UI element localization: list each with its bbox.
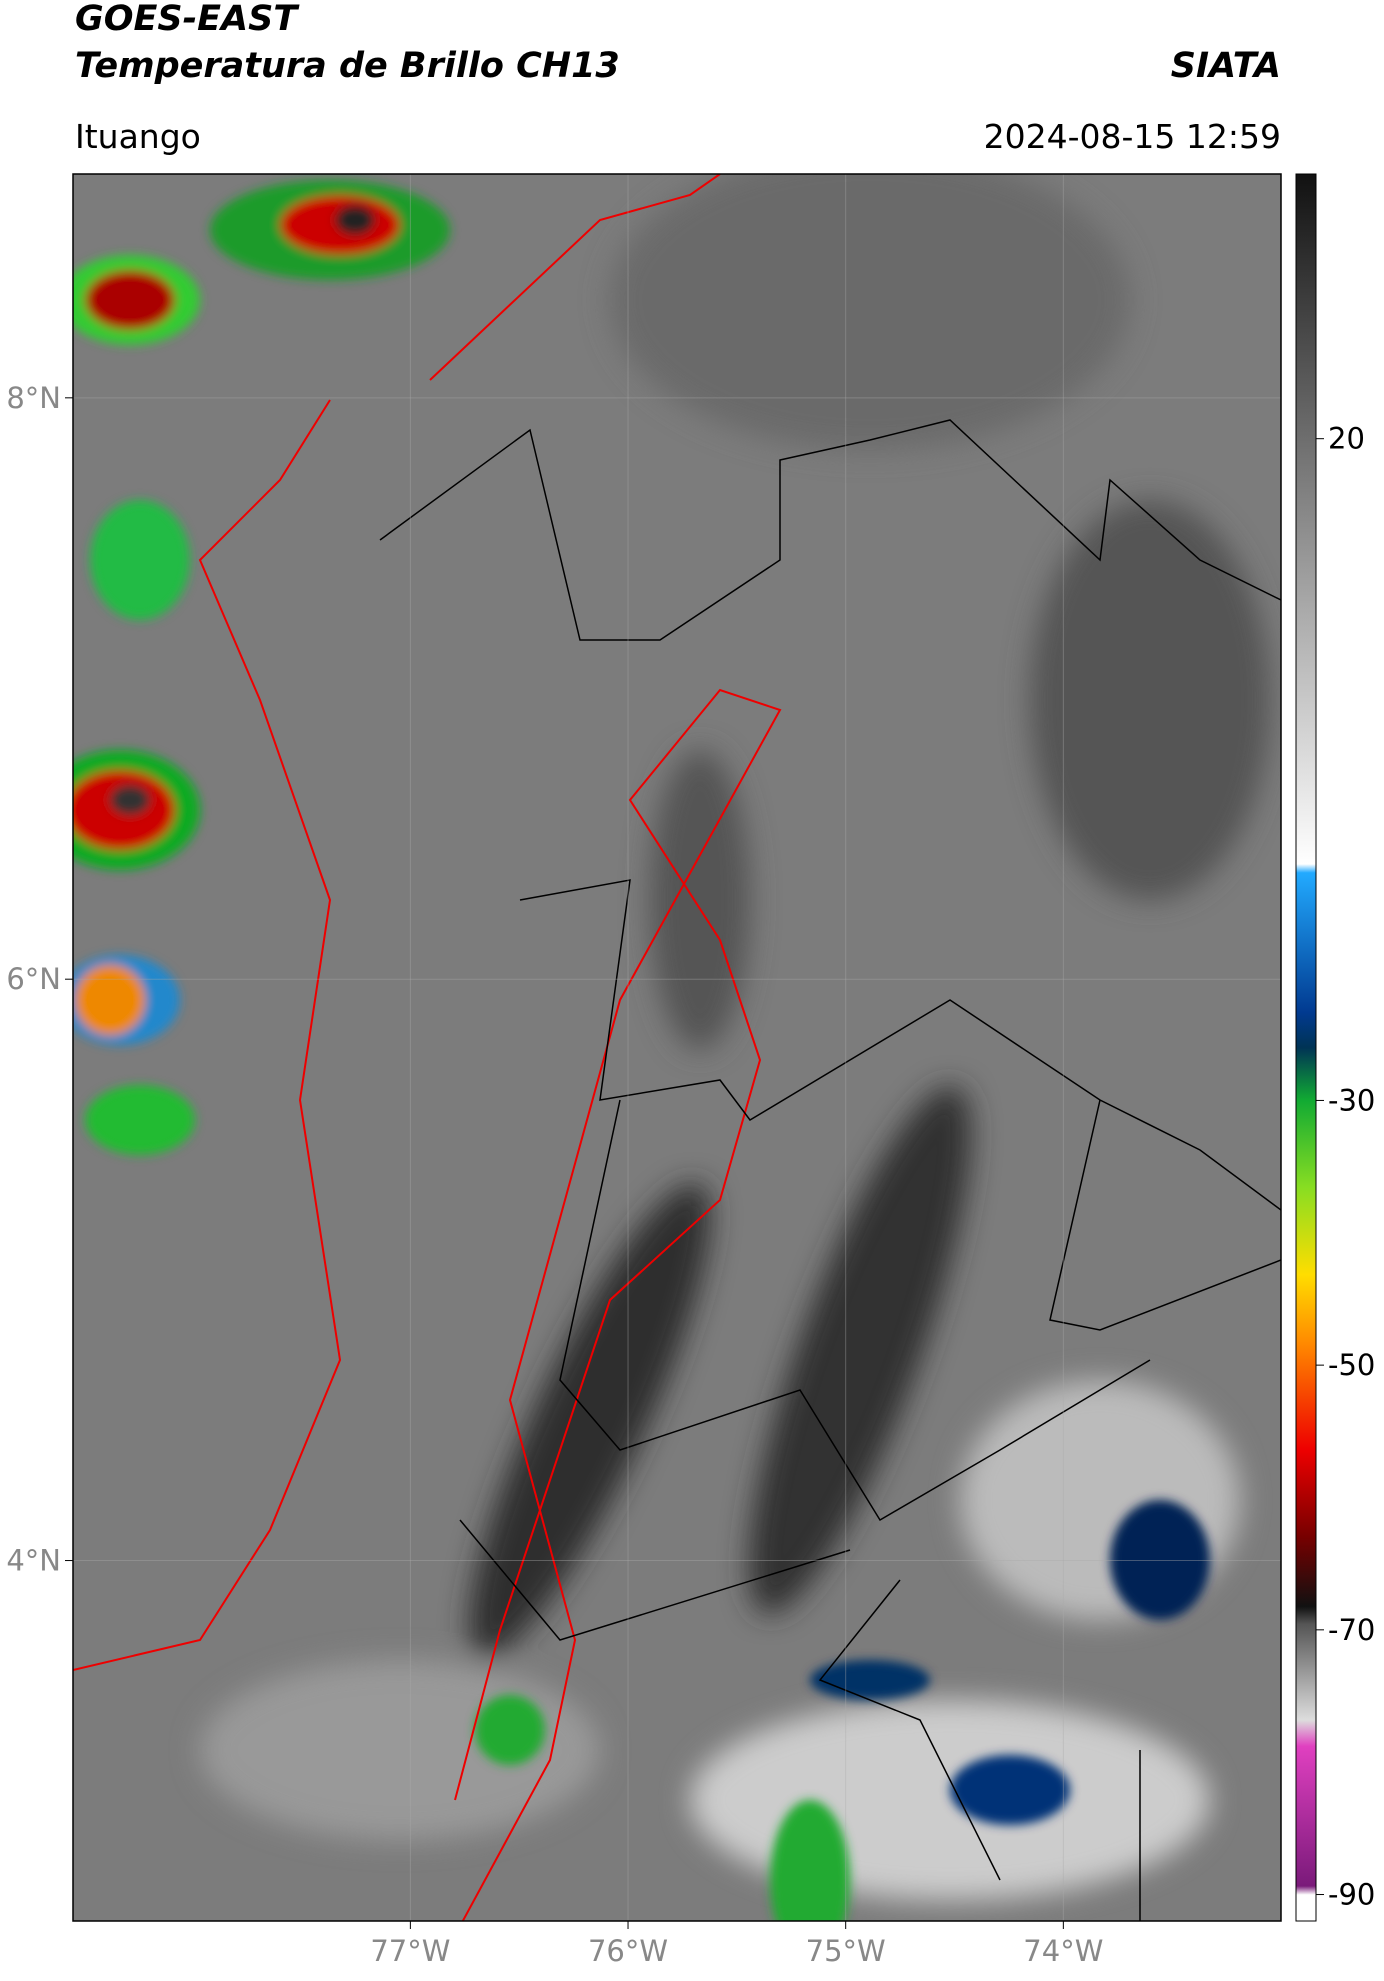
satellite-image xyxy=(73,174,1281,1921)
y-tick-label: 4°N xyxy=(6,1544,61,1578)
location: Ituango xyxy=(75,117,201,156)
x-tick-label: 74°W xyxy=(1023,1934,1103,1968)
title: GOES-EAST xyxy=(75,0,300,39)
colorbar-label: -90 xyxy=(1328,1878,1375,1912)
subtitle: Temperatura de Brillo CH13 xyxy=(75,46,620,86)
colorbar xyxy=(1295,173,1317,1922)
colorbar-label: -50 xyxy=(1328,1348,1375,1382)
x-tick-label: 75°W xyxy=(806,1934,886,1968)
colorbar-label: -70 xyxy=(1328,1613,1375,1647)
map-grid xyxy=(73,174,1281,1921)
x-tick-label: 77°W xyxy=(370,1934,450,1968)
x-tick-label: 76°W xyxy=(588,1934,668,1968)
agency: SIATA xyxy=(1171,46,1281,86)
map-frame xyxy=(72,173,1282,1922)
colorbar-label: 20 xyxy=(1328,422,1365,456)
colorbar-label: -30 xyxy=(1328,1083,1375,1117)
y-tick-label: 8°N xyxy=(6,381,61,415)
datetime: 2024-08-15 12:59 xyxy=(984,117,1281,156)
y-tick-label: 6°N xyxy=(6,962,61,996)
